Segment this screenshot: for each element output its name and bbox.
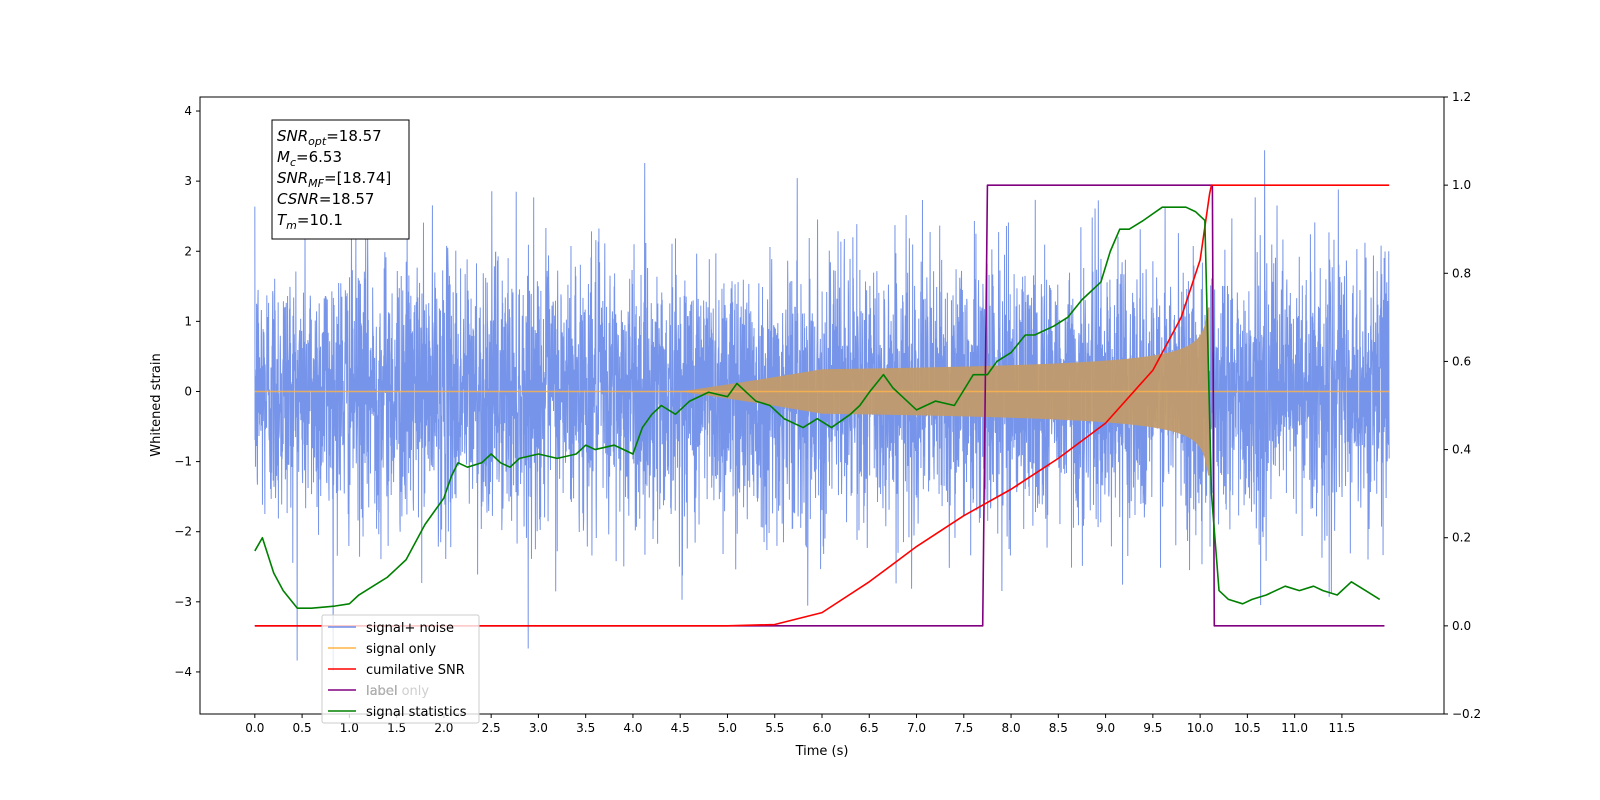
annotation-line: CSNR=18.57 bbox=[277, 190, 374, 208]
series-label-line bbox=[254, 184, 1385, 627]
legend-entry: signal+ noise bbox=[366, 621, 454, 636]
legend-entry: cumilative SNR bbox=[366, 663, 465, 678]
annotation-line: Mc=6.53 bbox=[277, 148, 342, 169]
y-right-tick-label: 1.2 bbox=[1452, 90, 1471, 104]
y-left-tick-label: −1 bbox=[174, 455, 192, 469]
x-tick-label: 10.0 bbox=[1187, 721, 1214, 735]
legend-entry: signal statistics bbox=[366, 705, 467, 720]
x-tick-label: 5.5 bbox=[765, 721, 784, 735]
x-tick-label: 2.5 bbox=[482, 721, 501, 735]
annotation-line: SNRopt=18.57 bbox=[277, 127, 382, 148]
x-tick-label: 2.0 bbox=[434, 721, 453, 735]
x-tick-label: 3.0 bbox=[529, 721, 548, 735]
x-tick-label: 11.0 bbox=[1281, 721, 1308, 735]
x-tick-label: 7.5 bbox=[954, 721, 973, 735]
x-tick-label: 1.5 bbox=[387, 721, 406, 735]
y-left-tick-label: 1 bbox=[184, 314, 192, 328]
legend-frame bbox=[321, 614, 480, 724]
annotation-line: Tm=10.1 bbox=[277, 211, 343, 232]
annotation-box: SNRopt=18.57Mc=6.53SNRMF=[18.74]CSNR=18.… bbox=[271, 119, 410, 240]
y-left-tick-label: 0 bbox=[184, 384, 192, 398]
legend-entry: signal only bbox=[366, 642, 436, 657]
x-tick-label: 10.5 bbox=[1234, 721, 1261, 735]
x-tick-label: 0.5 bbox=[293, 721, 312, 735]
x-axis-label: Time (s) bbox=[795, 744, 849, 759]
y-right-tick-label: 0.6 bbox=[1452, 354, 1471, 368]
y-left-tick-label: −2 bbox=[174, 525, 192, 539]
x-tick-label: 9.5 bbox=[1143, 721, 1162, 735]
series-signal-statistics-line bbox=[254, 206, 1381, 610]
y-left-tick-label: −3 bbox=[174, 595, 192, 609]
y-right-tick-label: 1.0 bbox=[1452, 178, 1471, 192]
x-tick-label: 8.5 bbox=[1049, 721, 1068, 735]
x-tick-label: 5.0 bbox=[718, 721, 737, 735]
y-right-tick-label: 0.0 bbox=[1452, 619, 1471, 633]
annotation-frame bbox=[271, 119, 410, 240]
x-tick-label: 4.5 bbox=[671, 721, 690, 735]
x-tick-label: 4.0 bbox=[623, 721, 642, 735]
x-tick-label: 1.0 bbox=[340, 721, 359, 735]
y-left-tick-label: 4 bbox=[184, 104, 192, 118]
x-tick-label: 11.5 bbox=[1329, 721, 1356, 735]
y-left-tick-label: −4 bbox=[174, 665, 192, 679]
x-tick-label: 9.0 bbox=[1096, 721, 1115, 735]
y-right-tick-label: 0.4 bbox=[1452, 443, 1471, 457]
y-left-tick-label: 2 bbox=[184, 244, 192, 258]
legend-entry-hidden: label only bbox=[366, 684, 429, 699]
x-tick-label: 7.0 bbox=[907, 721, 926, 735]
x-tick-label: 8.0 bbox=[1002, 721, 1021, 735]
x-tick-label: 6.5 bbox=[860, 721, 879, 735]
x-tick-label: 3.5 bbox=[576, 721, 595, 735]
y-right-tick-label: 0.2 bbox=[1452, 531, 1471, 545]
y-right-tick-label: 0.8 bbox=[1452, 266, 1471, 280]
legend: signal+ noise signal only cumilative SNR la… bbox=[321, 614, 480, 724]
y-right-tick-label: −0.2 bbox=[1452, 707, 1481, 721]
x-tick-label: 6.0 bbox=[812, 721, 831, 735]
annotation-line: SNRMF=[18.74] bbox=[277, 169, 391, 190]
x-tick-label: 0.0 bbox=[245, 721, 264, 735]
y-axis-label: Whitened strain bbox=[149, 353, 164, 456]
y-left-tick-label: 3 bbox=[184, 174, 192, 188]
axes: 0.0 0.5 1.0 1.5 2.0 2.5 3.0 3.5 4.0 4.5 5.0 5.5 6.0 6… bbox=[174, 90, 1481, 735]
plot-area bbox=[254, 150, 1390, 671]
legend-entry: label bbox=[366, 684, 397, 699]
